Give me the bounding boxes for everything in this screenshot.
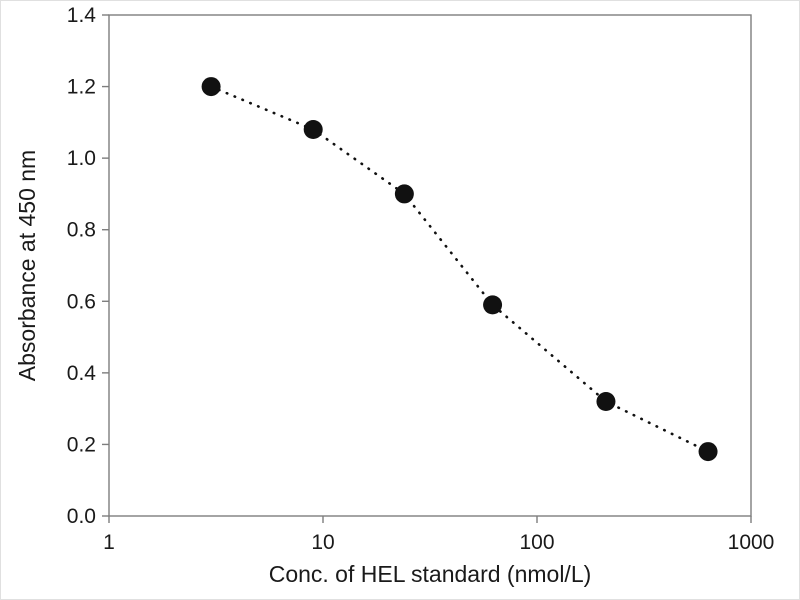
- x-axis-tick-label: 1: [103, 531, 115, 554]
- y-axis-tick-label: 0.2: [67, 433, 96, 456]
- data-point-marker: [596, 391, 616, 411]
- data-point-marker: [303, 120, 323, 140]
- data-point-marker: [483, 295, 503, 315]
- plot-frame: [108, 14, 752, 517]
- y-axis-tick-label: 0.6: [67, 290, 96, 313]
- data-point-marker: [201, 77, 221, 97]
- y-axis-tick-label: 0.0: [67, 505, 96, 528]
- y-axis-tick-label: 0.8: [67, 219, 96, 242]
- x-axis-tick-label: 100: [519, 531, 554, 554]
- x-axis-tick-label: 10: [311, 531, 334, 554]
- y-axis-tick-label: 1.4: [67, 4, 97, 27]
- series-dotted-line: [209, 85, 710, 453]
- x-axis-title: Conc. of HEL standard (nmol/L): [269, 561, 592, 587]
- y-axis-tick-label: 1.2: [67, 76, 96, 99]
- data-point-marker: [394, 184, 414, 204]
- y-axis-tick-label: 0.4: [67, 362, 97, 385]
- y-axis-tick-label: 1.0: [67, 147, 96, 170]
- data-point-marker: [698, 442, 718, 462]
- x-axis-tick-label: 1000: [728, 531, 775, 554]
- y-axis-title: Absorbance at 450 nm: [14, 150, 40, 381]
